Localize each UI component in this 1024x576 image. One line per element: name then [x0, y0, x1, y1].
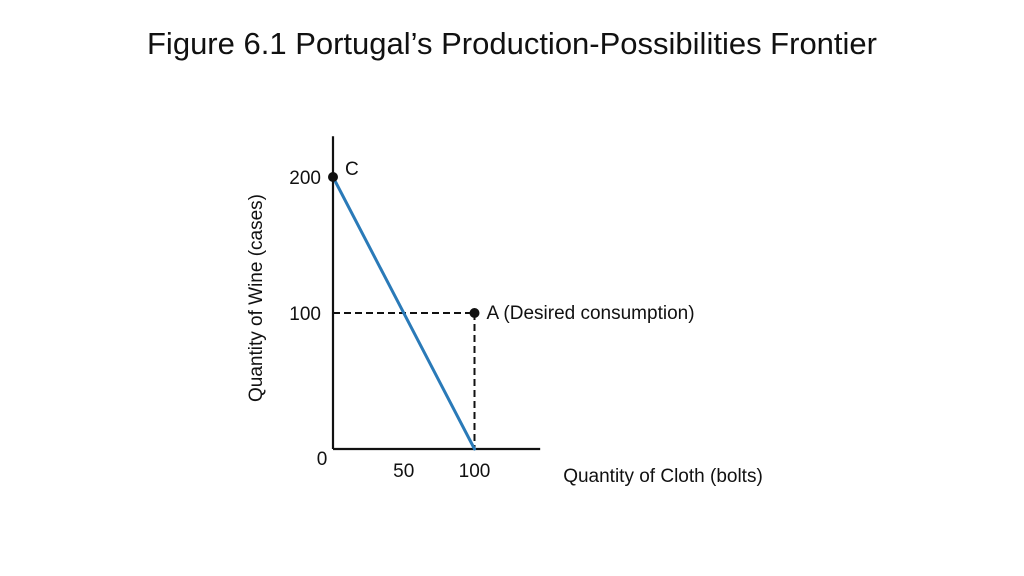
x-axis-title: Quantity of Cloth (bolts) — [563, 466, 763, 487]
frontier-line — [331, 175, 476, 451]
y-axis-title: Quantity of Wine (cases) — [246, 194, 267, 402]
origin-label: 0 — [317, 449, 328, 470]
y-tick-label: 100 — [289, 304, 321, 325]
x-tick-label: 100 — [459, 461, 491, 482]
point-a-marker — [469, 308, 480, 318]
point-c-marker — [328, 172, 338, 182]
point-c-label: C — [345, 159, 359, 180]
point-a-label: A (Desired consumption) — [487, 303, 695, 324]
page-title: Figure 6.1 Portugal’s Production-Possibi… — [147, 26, 877, 61]
x-tick-label: 50 — [393, 461, 414, 482]
y-tick-label: 200 — [289, 168, 321, 189]
